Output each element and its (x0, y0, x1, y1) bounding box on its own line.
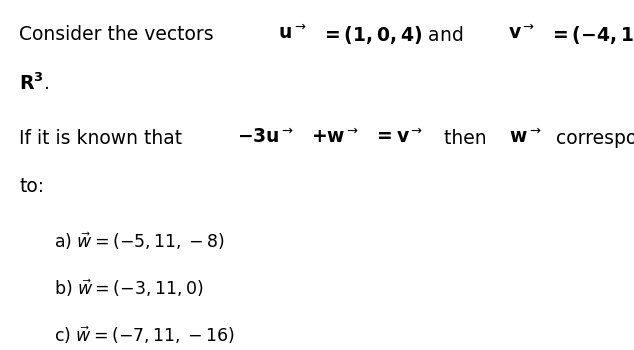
Text: $\mathbf{+w}^{\rightarrow}$: $\mathbf{+w}^{\rightarrow}$ (311, 128, 359, 148)
Text: a) $\vec{w} = (-5, 11, -8)$: a) $\vec{w} = (-5, 11, -8)$ (54, 230, 224, 252)
Text: $\mathbf{=(-4,11,-4)}$ in: $\mathbf{=(-4,11,-4)}$ in (543, 25, 634, 47)
Text: Consider the vectors: Consider the vectors (19, 25, 219, 43)
Text: then: then (438, 128, 493, 148)
Text: $\mathbf{=v}^{\rightarrow}$: $\mathbf{=v}^{\rightarrow}$ (373, 128, 424, 148)
Text: corresponds: corresponds (550, 128, 634, 148)
Text: $\mathbf{u}^{\rightarrow}$: $\mathbf{u}^{\rightarrow}$ (278, 25, 306, 44)
Text: $\mathbf{v}^{\rightarrow}$: $\mathbf{v}^{\rightarrow}$ (508, 25, 536, 44)
Text: $\mathbf{=(1,0,4)}$ and: $\mathbf{=(1,0,4)}$ and (314, 25, 465, 47)
Text: c) $\vec{w} = (-7, 11, -16)$: c) $\vec{w} = (-7, 11, -16)$ (54, 324, 235, 346)
Text: $\mathbf{R}^\mathbf{3}$.: $\mathbf{R}^\mathbf{3}$. (19, 73, 49, 94)
Text: $\mathbf{-3u}^{\rightarrow}$: $\mathbf{-3u}^{\rightarrow}$ (237, 128, 294, 148)
Text: to:: to: (19, 177, 44, 196)
Text: b) $\vec{w} = (-3, 11, 0)$: b) $\vec{w} = (-3, 11, 0)$ (54, 277, 204, 299)
Text: If it is known that: If it is known that (19, 128, 188, 148)
Text: $\mathbf{w}^{\rightarrow}$: $\mathbf{w}^{\rightarrow}$ (508, 128, 541, 148)
